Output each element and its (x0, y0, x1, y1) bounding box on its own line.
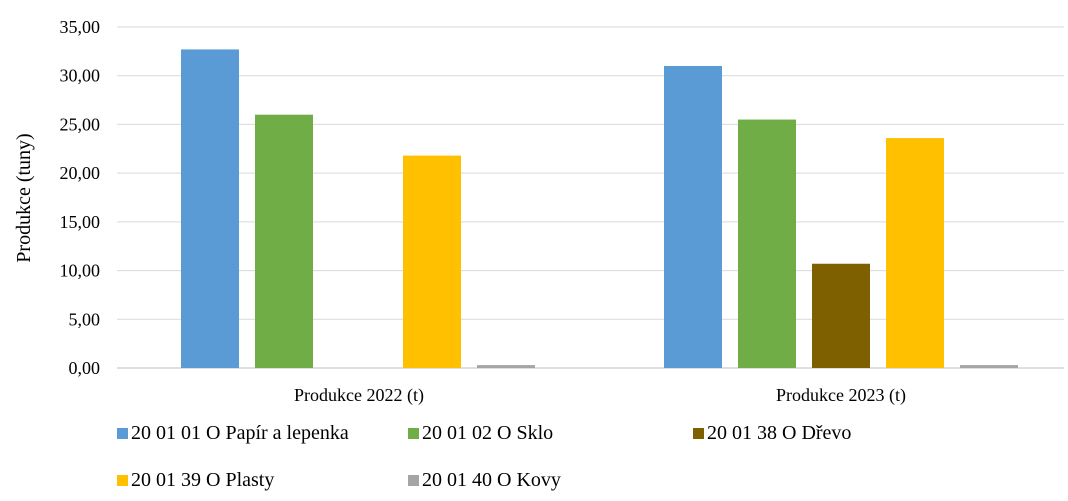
legend-item: 20 01 40 O Kovy (408, 469, 561, 492)
bar (738, 119, 796, 368)
bar (886, 138, 944, 368)
y-axis-ticks: 0,00 5,00 10,00 15,00 20,00 25,00 30,00 35,00 (60, 17, 101, 378)
y-tick-label: 0,00 (69, 358, 101, 378)
y-tick-label: 20,00 (60, 163, 101, 183)
bar (812, 263, 870, 368)
x-axis-categories: Produkce 2022 (t) Produkce 2023 (t) (294, 385, 906, 406)
legend-swatch (117, 475, 128, 486)
bars (181, 49, 1018, 369)
y-axis-label: Produkce (tuny) (13, 133, 35, 262)
legend-label: 20 01 01 O Papír a lepenka (131, 422, 349, 444)
y-tick-label: 35,00 (60, 17, 101, 37)
y-tick-label: 15,00 (60, 212, 101, 232)
bar (477, 365, 535, 368)
bar (403, 155, 461, 368)
legend-label: 20 01 02 O Sklo (422, 422, 554, 444)
bar (664, 65, 722, 368)
legend-swatch (693, 428, 704, 439)
y-tick-label: 25,00 (60, 114, 101, 134)
legend-swatch (408, 428, 419, 439)
legend-swatch (117, 428, 128, 439)
legend-swatch (408, 475, 419, 486)
legend-label: 20 01 40 O Kovy (422, 469, 561, 491)
legend-item: 20 01 02 O Sklo (408, 422, 553, 445)
legend-item: 20 01 39 O Plasty (117, 469, 274, 492)
legend-label: 20 01 39 O Plasty (131, 469, 275, 491)
legend-item: 20 01 38 O Dřevo (693, 422, 851, 445)
bar (960, 365, 1018, 368)
x-category-label: Produkce 2023 (t) (776, 385, 906, 406)
bar (181, 49, 239, 369)
y-tick-label: 5,00 (69, 309, 101, 329)
legend-label: 20 01 38 O Dřevo (707, 422, 852, 444)
y-tick-label: 10,00 (60, 261, 101, 281)
legend-item: 20 01 01 O Papír a lepenka (117, 422, 349, 445)
x-category-label: Produkce 2022 (t) (294, 385, 424, 406)
bar (255, 114, 313, 368)
y-tick-label: 30,00 (60, 66, 101, 86)
